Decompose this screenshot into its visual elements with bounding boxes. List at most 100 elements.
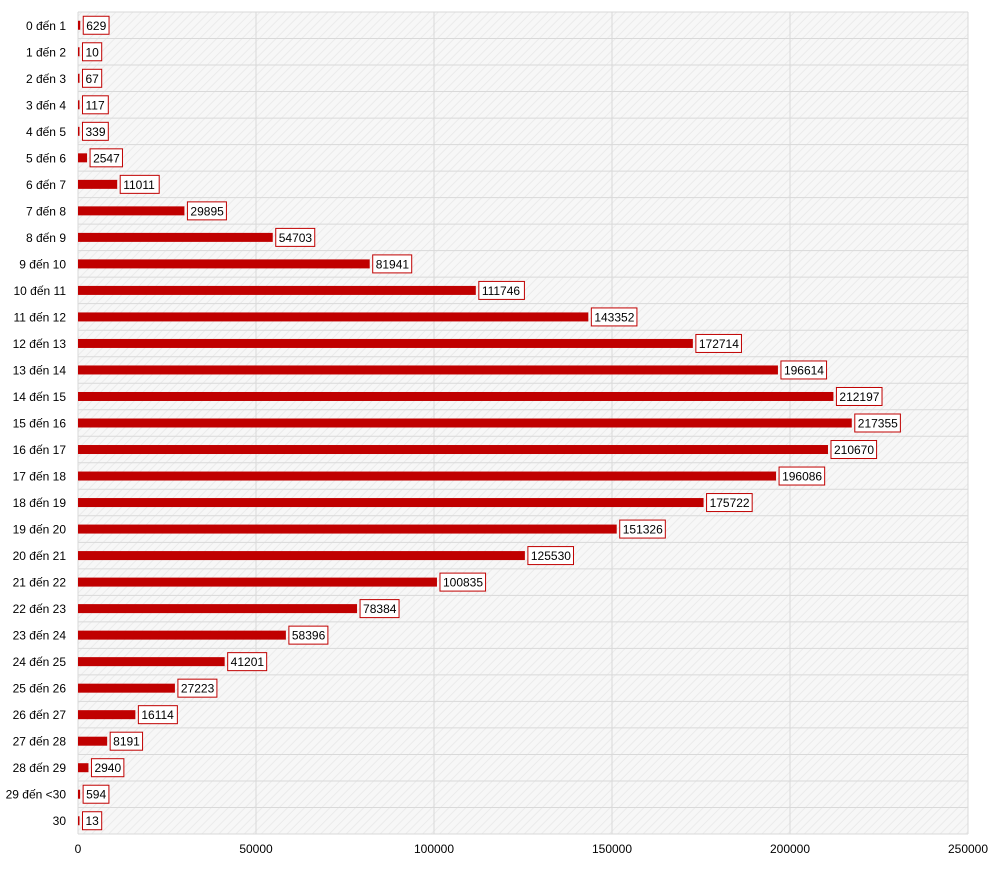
- data-label-box: [82, 121, 109, 141]
- bar: [78, 73, 80, 83]
- data-label: 339: [86, 125, 106, 139]
- data-label: 2547: [93, 151, 120, 165]
- bar: [78, 391, 834, 401]
- category-label: 11 đến 12: [14, 310, 67, 324]
- category-label: 13 đến 14: [13, 363, 67, 377]
- data-label: 217355: [858, 417, 898, 431]
- category-label: 22 đến 23: [13, 602, 67, 616]
- data-label-box: [830, 440, 878, 460]
- data-label: 125530: [531, 549, 571, 563]
- category-label: 4 đến 5: [26, 125, 66, 139]
- data-label: 41201: [231, 655, 265, 669]
- data-label-box: [478, 280, 525, 300]
- category-label: 1 đến 2: [26, 45, 66, 59]
- data-label-box: [137, 705, 178, 725]
- bar: [78, 816, 80, 826]
- x-tick-label: 200000: [770, 842, 810, 856]
- category-label: 19 đến 20: [13, 523, 67, 537]
- bar: [78, 206, 185, 216]
- data-label: 143352: [594, 310, 634, 324]
- category-label: 17 đến 18: [13, 470, 67, 484]
- data-label: 8191: [113, 735, 140, 749]
- data-label: 10: [86, 45, 100, 59]
- gridlines: [77, 11, 969, 835]
- category-label: 6 đến 7: [26, 178, 66, 192]
- data-label: 594: [86, 788, 106, 802]
- category-label: 25 đến 26: [13, 682, 67, 696]
- data-label-box: [706, 493, 753, 513]
- category-label: 14 đến 15: [13, 390, 67, 404]
- bar: [78, 100, 80, 110]
- bar: [78, 418, 852, 428]
- data-label-box: [109, 731, 144, 751]
- category-label: 18 đến 19: [13, 496, 67, 510]
- bar: [78, 630, 286, 640]
- data-label: 2940: [94, 761, 121, 775]
- data-label-box: [780, 360, 828, 380]
- bar: [78, 577, 437, 587]
- data-label: 210670: [834, 443, 874, 457]
- data-label-box: [854, 413, 901, 433]
- data-label: 29895: [190, 204, 224, 218]
- category-label: 16 đến 17: [13, 443, 67, 457]
- bar: [78, 232, 273, 242]
- data-label-box: [275, 227, 316, 247]
- category-label: 23 đến 24: [13, 629, 67, 643]
- category-label: 0 đến 1: [26, 19, 66, 33]
- category-label: 3 đến 4: [26, 98, 66, 112]
- data-label-box: [527, 546, 574, 566]
- bar: [78, 551, 525, 561]
- bar: [78, 153, 88, 163]
- data-label-box: [619, 519, 666, 539]
- bar: [78, 338, 693, 348]
- category-label: 8 đến 9: [26, 231, 66, 245]
- data-label-box: [835, 386, 883, 406]
- bar: [78, 179, 118, 189]
- data-label: 78384: [363, 602, 397, 616]
- category-label: 12 đến 13: [13, 337, 67, 351]
- category-label: 2 đến 3: [26, 72, 66, 86]
- category-label: 9 đến 10: [19, 257, 66, 271]
- data-label: 212197: [839, 390, 879, 404]
- bar: [78, 710, 136, 720]
- data-label-box: [82, 68, 103, 88]
- data-label-box: [186, 201, 227, 221]
- bar: [78, 604, 358, 614]
- bar: [78, 126, 80, 136]
- category-label: 26 đến 27: [13, 708, 67, 722]
- data-label: 196614: [784, 363, 824, 377]
- data-label-box: [288, 625, 329, 645]
- data-label-box: [82, 42, 103, 62]
- x-tick-labels: 0 50000 100000 150000 200000 250000: [75, 842, 989, 856]
- data-label: 111746: [482, 284, 521, 298]
- data-label: 67: [86, 72, 100, 86]
- data-label: 81941: [376, 257, 410, 271]
- category-label: 21 đến 22: [13, 576, 67, 590]
- data-label-box: [227, 652, 268, 672]
- data-label: 172714: [699, 337, 739, 351]
- data-label: 13: [86, 814, 100, 828]
- category-label: 30: [53, 814, 67, 828]
- data-label: 16114: [141, 708, 174, 722]
- data-label: 175722: [710, 496, 750, 510]
- category-label: 15 đến 16: [13, 417, 67, 431]
- x-tick-label: 250000: [948, 842, 988, 856]
- category-label: 24 đến 25: [13, 655, 67, 669]
- data-label-box: [119, 174, 160, 194]
- bar: [78, 657, 225, 667]
- data-label: 196086: [782, 470, 822, 484]
- data-label-box: [90, 758, 125, 778]
- data-label-box: [82, 784, 110, 804]
- bar: [78, 20, 81, 30]
- data-label: 151326: [623, 523, 663, 537]
- data-label-box: [89, 148, 123, 168]
- category-label: 20 đến 21: [13, 549, 67, 563]
- category-label: 27 đến 28: [13, 735, 67, 749]
- category-label: 10 đến 11: [14, 284, 67, 298]
- data-label: 58396: [292, 629, 326, 643]
- bar: [78, 498, 704, 508]
- category-label: 5 đến 6: [26, 151, 66, 165]
- data-label-box: [695, 333, 742, 353]
